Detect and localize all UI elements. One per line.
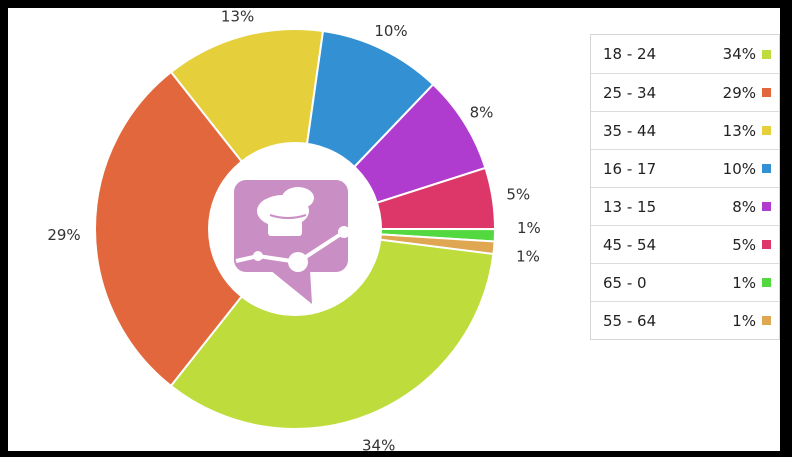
legend-percent: 10% (722, 159, 756, 178)
legend-percent: 1% (732, 273, 756, 292)
slice-label: 13% (221, 8, 254, 26)
legend-item[interactable]: 16 - 17 10% (591, 149, 779, 187)
legend-range-label: 55 - 64 (603, 311, 657, 330)
legend-swatch (762, 88, 771, 97)
legend-swatch (762, 240, 771, 249)
legend-swatch (762, 202, 771, 211)
legend-item[interactable]: 35 - 44 13% (591, 111, 779, 149)
legend-range-label: 65 - 0 (603, 273, 647, 292)
legend-item[interactable]: 55 - 64 1% (591, 301, 779, 339)
slice-label: 29% (47, 226, 80, 244)
legend-percent: 1% (732, 311, 756, 330)
legend-percent: 34% (722, 45, 756, 63)
legend-percent: 8% (732, 197, 756, 216)
slice-25-34[interactable] (94, 70, 297, 388)
slice-label: 1% (516, 247, 540, 265)
legend-range-label: 16 - 17 (603, 159, 657, 178)
slice-label: 5% (506, 186, 530, 204)
legend-range-label: 18 - 24 (603, 45, 657, 63)
legend-swatch (762, 278, 771, 287)
legend-swatch (762, 126, 771, 135)
legend-range-label: 35 - 44 (603, 121, 657, 140)
legend-item[interactable]: 25 - 34 29% (591, 73, 779, 111)
legend-item[interactable]: 65 - 0 1% (591, 263, 779, 301)
legend-swatch (762, 164, 771, 173)
chart-legend: 18 - 24 34% 25 - 34 29% 35 - 44 13% 16 - 17 10%… (590, 34, 780, 340)
legend-swatch (762, 316, 771, 325)
legend-range-label: 45 - 54 (603, 235, 657, 254)
slice-label: 34% (362, 437, 395, 451)
chef-hat-chat-logo-icon (234, 180, 350, 304)
legend-item[interactable]: 18 - 24 34% (591, 35, 779, 73)
donut-chart: 34% 29% 13% 10% 8% 5% 1% 1% (47, 8, 541, 451)
slice-label: 8% (470, 103, 494, 121)
slice-18-24[interactable] (169, 227, 495, 430)
legend-range-label: 13 - 15 (603, 197, 657, 216)
chart-panel: 34% 29% 13% 10% 8% 5% 1% 1% 18 - 24 34% 25 - 34 29… (8, 8, 780, 451)
slice-label: 1% (517, 219, 541, 237)
legend-range-label: 25 - 34 (603, 83, 657, 102)
legend-swatch (762, 49, 771, 59)
legend-item[interactable]: 13 - 15 8% (591, 187, 779, 225)
legend-percent: 13% (722, 121, 756, 140)
legend-percent: 29% (722, 83, 756, 102)
legend-percent: 5% (732, 235, 756, 254)
slice-label: 10% (374, 22, 407, 40)
legend-item[interactable]: 45 - 54 5% (591, 225, 779, 263)
